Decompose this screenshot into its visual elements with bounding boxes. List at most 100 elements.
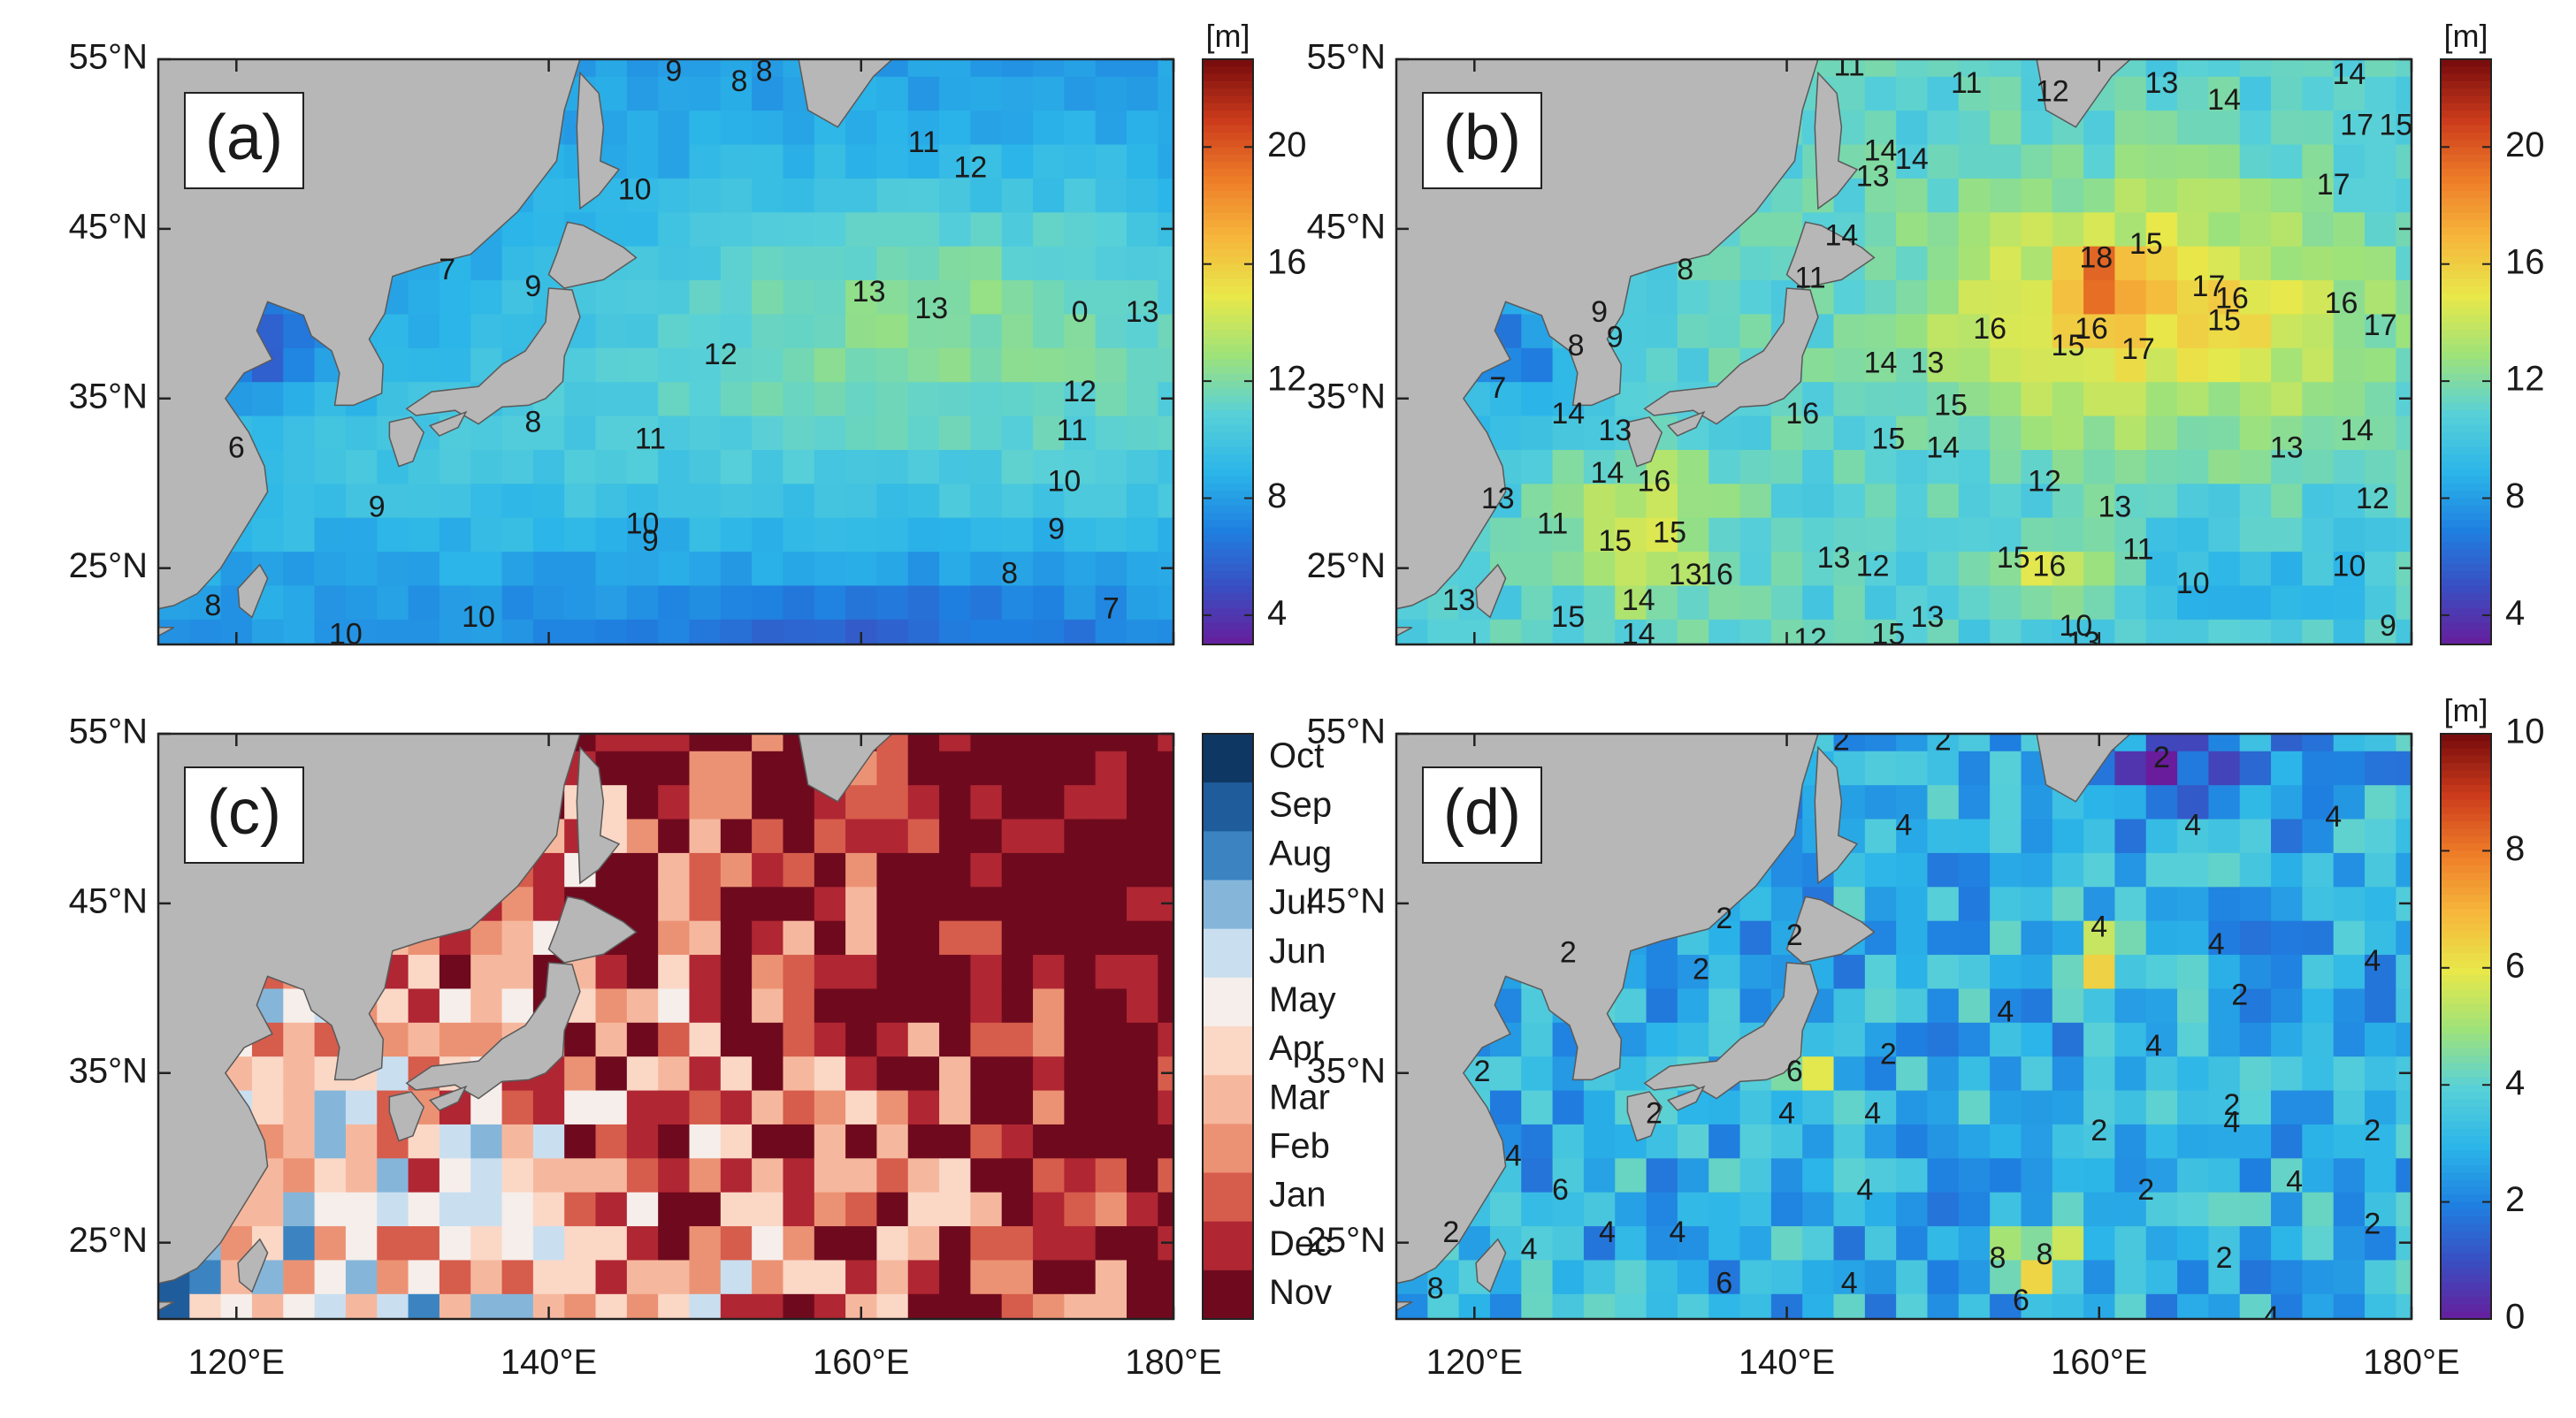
field-cell: [1864, 920, 1897, 956]
field-cell: [1739, 483, 1772, 518]
field-cell: [2365, 1022, 2396, 1057]
field-cell: [2365, 1259, 2396, 1294]
field-cell: [1552, 584, 1585, 620]
field-cell: [1095, 211, 1127, 247]
field-cell: [408, 1225, 440, 1261]
colorbar-gradient-step: [2441, 909, 2491, 918]
field-cell: [1896, 279, 1929, 315]
landmass: [1475, 563, 1507, 619]
field-cell: [658, 313, 691, 348]
field-cell: [1127, 987, 1158, 1023]
lat-tick-label: 25°N: [1307, 1221, 1386, 1260]
contour-label: 14: [1864, 134, 1898, 168]
field-cell: [1896, 784, 1929, 820]
field-cell: [314, 1089, 347, 1124]
colorbar-tick-label: Dec: [1269, 1224, 1332, 1263]
field-cell: [1770, 551, 1803, 586]
field-cell: [1095, 517, 1127, 553]
field-cell: [2365, 584, 2396, 620]
contour-label: 4: [2091, 911, 2107, 944]
field-cell: [345, 1124, 378, 1159]
field-cell: [2302, 449, 2335, 484]
field-cell: [939, 551, 971, 586]
colorbar-gradient-step: [1203, 315, 1253, 324]
field-cell: [626, 110, 659, 145]
colorbar-gradient-step: [1203, 154, 1253, 163]
contour-label: 10: [329, 617, 363, 651]
field-cell: [1802, 1056, 1835, 1091]
field-cell: [970, 551, 1003, 586]
field-cell: [1927, 279, 1960, 315]
field-cell: [907, 1089, 940, 1124]
field-cell: [970, 1056, 1003, 1091]
field-cell: [1615, 483, 1647, 518]
field-cell: [1864, 818, 1897, 853]
lon-axis: [235, 59, 1175, 644]
field-cell: [1833, 1157, 1866, 1193]
field-cell: [752, 110, 784, 145]
field-cell: [1990, 818, 2022, 853]
field-cell: [2145, 211, 2178, 247]
colorbar-gradient-step: [2441, 1085, 2491, 1094]
field-cell: [1064, 313, 1097, 348]
field-cell: [752, 920, 784, 956]
field-cell: [1864, 347, 1897, 383]
field-cell: [2208, 1157, 2241, 1193]
field-cell: [1990, 279, 2022, 315]
colorbar-gradient-step: [2441, 381, 2491, 389]
field-cell: [345, 517, 378, 553]
field-cell: [1127, 483, 1158, 518]
field-cell: [2145, 784, 2178, 820]
field-cell: [2083, 347, 2116, 383]
field-cell: [2302, 110, 2335, 145]
field-cell: [1958, 784, 1991, 820]
field-cell: [783, 1259, 815, 1294]
contour-label: 2: [2364, 1114, 2381, 1147]
field-cell: [2333, 143, 2366, 179]
field-cell: [408, 551, 440, 586]
colorbar-tick-label: Mar: [1269, 1078, 1330, 1117]
field-cell: [1990, 852, 2022, 888]
field-cell: [470, 1192, 503, 1227]
field-cell: [1958, 449, 1991, 484]
field-cell: [2333, 1157, 2366, 1193]
field-cell: [1770, 1124, 1803, 1159]
colorbar-gradient-step: [2441, 1165, 2491, 1174]
field-cell: [501, 1259, 534, 1294]
field-cell: [2333, 1022, 2366, 1057]
field-cell: [2239, 1157, 2272, 1193]
contour-label: 2: [1560, 935, 1577, 969]
field-cell: [1615, 313, 1647, 348]
field-cell: [1001, 818, 1034, 853]
field-cell: [564, 1124, 597, 1159]
field-cell: [1127, 1056, 1158, 1091]
field-cell: [2052, 1056, 2084, 1091]
colorbar-gradient-step: [1203, 359, 1253, 368]
field-cell: [720, 381, 753, 416]
field-cell: [2396, 347, 2412, 383]
field-cell: [970, 1293, 1003, 1319]
field-cell: [783, 143, 815, 179]
field-cell: [907, 246, 940, 281]
field-cell: [1583, 517, 1616, 553]
field-cell: [2052, 886, 2084, 921]
field-cell: [283, 1293, 316, 1319]
field-cell: [1896, 551, 1929, 586]
field-cell: [720, 920, 753, 956]
field-cell: [2271, 415, 2303, 450]
field-cell: [2302, 59, 2335, 77]
field-cell: [2114, 751, 2147, 786]
field-cell: [1033, 246, 1065, 281]
contour-label: 18: [2079, 240, 2113, 274]
field-cell: [1677, 1293, 1709, 1319]
field-cell: [2145, 734, 2178, 751]
field-cell: [2365, 76, 2396, 111]
field-cell: [1833, 517, 1866, 553]
field-cell: [2052, 1293, 2084, 1319]
field-cell: [1864, 1124, 1897, 1159]
contour-label: 17: [2191, 270, 2225, 303]
colorbar-gradient-step: [2441, 1268, 2491, 1276]
field-cell: [939, 347, 971, 383]
colorbar-gradient-step: [2441, 169, 2491, 177]
